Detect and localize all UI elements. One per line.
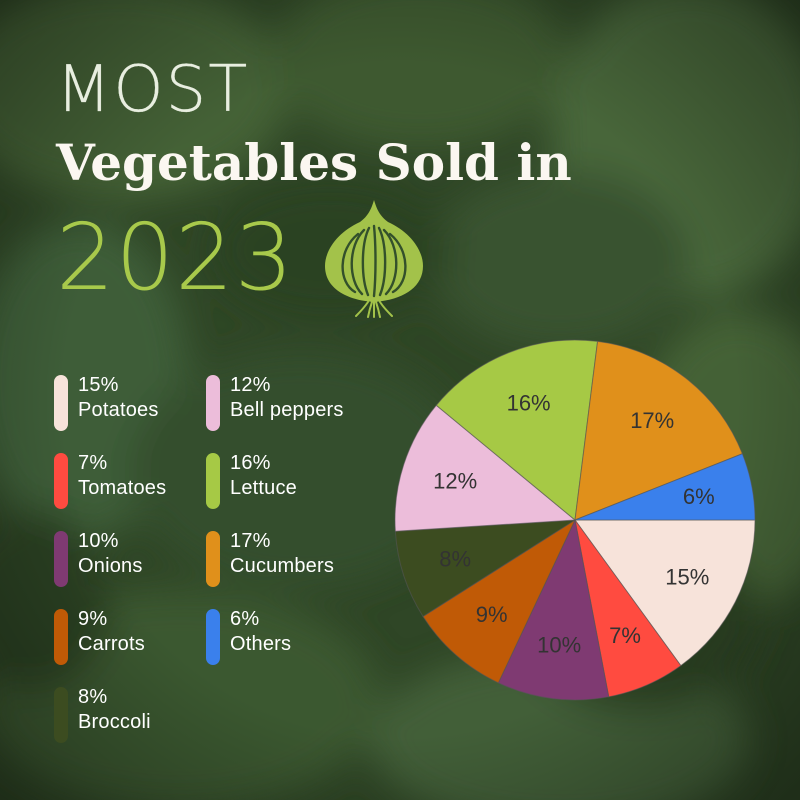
pie-slice-onions bbox=[497, 518, 610, 701]
page-title: Vegetables Sold in bbox=[56, 133, 572, 192]
legend-swatch bbox=[206, 609, 220, 665]
pie-slice-carrots bbox=[422, 518, 577, 684]
legend-item: 8% Broccoli bbox=[54, 685, 151, 743]
legend-percent: 15% bbox=[78, 374, 119, 396]
pie-data-label: 12% bbox=[433, 469, 477, 494]
pie-data-label: 17% bbox=[630, 408, 674, 433]
pie-data-label: 10% bbox=[537, 633, 581, 658]
legend-label: 6% Others bbox=[230, 607, 291, 657]
legend-category: Bell peppers bbox=[230, 399, 344, 421]
legend-label: 16% Lettuce bbox=[230, 451, 297, 501]
legend-category: Others bbox=[230, 633, 292, 655]
legend-label: 7% Tomatoes bbox=[78, 451, 166, 501]
pie-slice-cucumbers bbox=[574, 340, 744, 521]
legend-swatch bbox=[54, 453, 68, 509]
legend-percent: 6% bbox=[230, 608, 260, 630]
legend-category: Potatoes bbox=[78, 399, 159, 421]
pie-data-label: 15% bbox=[665, 565, 709, 590]
legend-category: Onions bbox=[78, 555, 143, 577]
legend-item: 17% Cucumbers bbox=[206, 529, 334, 587]
legend-swatch bbox=[54, 531, 68, 587]
legend-percent: 16% bbox=[230, 452, 271, 474]
pie-slice-lettuce bbox=[435, 339, 599, 521]
legend-category: Broccoli bbox=[78, 711, 151, 733]
legend-item: 10% Onions bbox=[54, 529, 143, 587]
legend-category: Carrots bbox=[78, 633, 145, 655]
pie-chart: 15% 7% 10% 9% 8% 12% 16% 17% 6% bbox=[394, 339, 756, 701]
legend-item: 6% Others bbox=[206, 607, 291, 665]
legend-category: Tomatoes bbox=[78, 477, 167, 499]
pie-data-label: 6% bbox=[683, 484, 715, 509]
onion-icon bbox=[325, 200, 423, 318]
legend-swatch bbox=[206, 531, 220, 587]
pie-slice-bell-peppers bbox=[394, 404, 577, 532]
legend-label: 10% Onions bbox=[78, 529, 143, 579]
pie-slice-broccoli bbox=[394, 519, 576, 618]
legend-percent: 10% bbox=[78, 530, 119, 552]
pie-data-label: 7% bbox=[609, 623, 641, 648]
pie-data-label: 16% bbox=[507, 390, 551, 415]
legend-label: 15% Potatoes bbox=[78, 373, 159, 423]
legend-label: 9% Carrots bbox=[78, 607, 145, 657]
legend-percent: 12% bbox=[230, 374, 271, 396]
legend-swatch bbox=[206, 375, 220, 431]
legend-category: Cucumbers bbox=[230, 555, 335, 577]
legend-item: 12% Bell peppers bbox=[206, 373, 344, 431]
legend-percent: 9% bbox=[78, 608, 108, 630]
legend-item: 16% Lettuce bbox=[206, 451, 297, 509]
title-line-most: MOST bbox=[56, 53, 250, 127]
legend-swatch bbox=[54, 687, 68, 743]
pie-data-label: 9% bbox=[476, 602, 508, 627]
legend-swatch bbox=[54, 609, 68, 665]
legend-label: 17% Cucumbers bbox=[230, 529, 334, 579]
legend-item: 9% Carrots bbox=[54, 607, 145, 665]
pie-slice-others bbox=[574, 453, 756, 521]
legend-percent: 7% bbox=[78, 452, 108, 474]
legend-item: 15% Potatoes bbox=[54, 373, 159, 431]
legend-label: 8% Broccoli bbox=[78, 685, 151, 735]
pie-data-label: 8% bbox=[439, 546, 471, 571]
legend-swatch bbox=[206, 453, 220, 509]
legend-swatch bbox=[54, 375, 68, 431]
legend-label: 12% Bell peppers bbox=[230, 373, 344, 423]
pie-slice-potatoes bbox=[574, 519, 756, 667]
legend-item: 7% Tomatoes bbox=[54, 451, 166, 509]
legend-category: Lettuce bbox=[230, 477, 298, 499]
legend-percent: 17% bbox=[230, 530, 271, 552]
title-year: 2023 bbox=[56, 204, 295, 311]
legend-percent: 8% bbox=[78, 686, 108, 708]
